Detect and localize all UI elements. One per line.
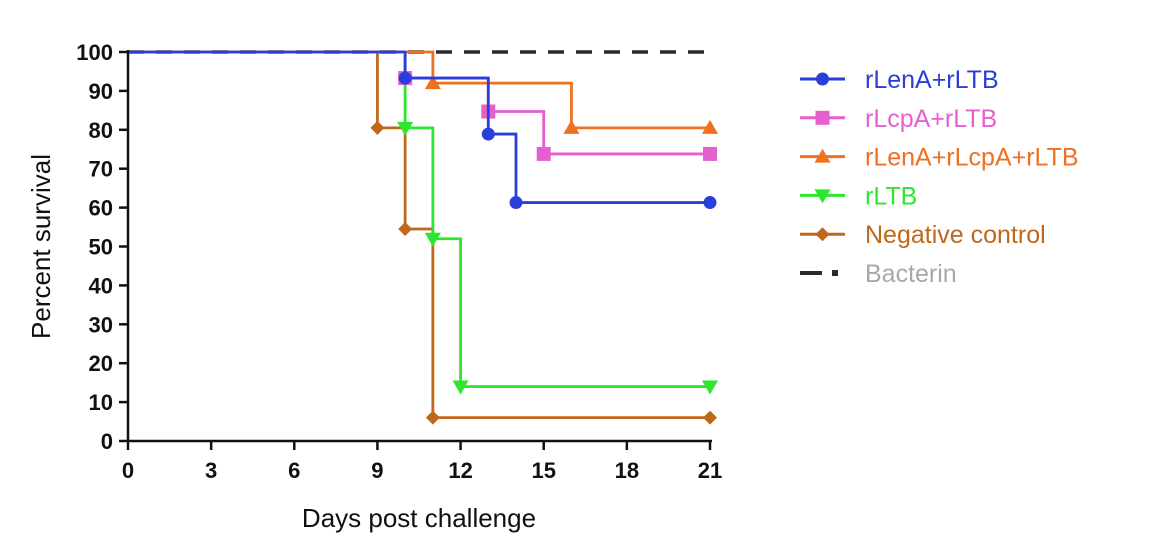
- legend: rLenA+rLTB rLcpA+rLTB rLenA+rLcpA+rLTB rLTB…: [800, 66, 1079, 288]
- legend-marker: [815, 110, 830, 125]
- marker-rltb: [397, 121, 414, 136]
- marker-rlcpa-rltb: [703, 146, 717, 161]
- legend-label: rLenA+rLcpA+rLTB: [865, 144, 1079, 172]
- x-tick-label: 18: [615, 458, 639, 483]
- y-tick-label: 20: [89, 351, 113, 376]
- x-tick-label: 3: [205, 458, 217, 483]
- x-axis-title: Days post challenge: [302, 503, 536, 533]
- marker-negative-control: [703, 410, 717, 425]
- legend-item-rlena-rltb: rLenA+rLTB: [800, 66, 999, 94]
- series-rlena-rltb: [128, 50, 717, 210]
- legend-label: rLenA+rLTB: [865, 66, 999, 94]
- marker-rlena-rltb: [703, 196, 717, 210]
- legend-marker: [816, 72, 829, 86]
- y-tick-label: 10: [89, 390, 113, 415]
- x-tick-label: 15: [531, 458, 555, 483]
- legend-item-rlena-rlcpa-rltb: rLenA+rLcpA+rLTB: [800, 144, 1079, 172]
- line-rlena-rltb: [128, 50, 710, 204]
- plot-series-group: [128, 50, 718, 425]
- legend-label: rLcpA+rLTB: [865, 105, 997, 133]
- x-tick-label: 9: [371, 458, 383, 483]
- y-tick-label: 40: [89, 273, 113, 298]
- legend-label: Negative control: [865, 221, 1046, 249]
- y-tick-label: 80: [89, 118, 113, 143]
- x-tick-label: 0: [122, 458, 134, 483]
- marker-negative-control: [370, 120, 385, 135]
- marker-rlena-rltb: [398, 71, 412, 85]
- legend-label: rLTB: [865, 182, 917, 210]
- legend-item-bacterin: Bacterin: [800, 260, 957, 288]
- marker-rlena-rltb: [509, 196, 523, 210]
- legend-marker: [814, 189, 831, 204]
- marker-rltb: [702, 380, 718, 395]
- marker-negative-control: [398, 221, 413, 236]
- line-rlena-rlcpa-rltb: [128, 50, 710, 130]
- x-tick-label: 21: [698, 458, 722, 483]
- y-tick-label: 70: [89, 157, 113, 182]
- marker-rlcpa-rltb: [536, 146, 551, 161]
- marker-rlena-rltb: [481, 127, 495, 141]
- axes-group: 0 10 20 30 40 50 60 70 80 90 100 0 3 6 9 12 15 18 21: [76, 40, 722, 483]
- series-negative-control: [128, 50, 717, 425]
- y-tick-label: 0: [101, 429, 113, 454]
- legend-item-rltb: rLTB: [800, 182, 917, 210]
- legend-label: Bacterin: [865, 260, 957, 288]
- line-negative-control: [128, 50, 710, 420]
- y-tick-label: 100: [76, 40, 113, 65]
- y-tick-label: 90: [89, 79, 113, 104]
- marker-rlena-rlcpa-rltb: [563, 119, 580, 134]
- line-rltb: [128, 50, 710, 388]
- line-rlcpa-rltb: [128, 50, 710, 156]
- x-tick-label: 12: [448, 458, 472, 483]
- y-tick-label: 60: [89, 196, 113, 221]
- series-rlcpa-rltb: [128, 50, 717, 161]
- legend-marker: [815, 227, 830, 242]
- marker-rlena-rlcpa-rltb: [702, 119, 718, 134]
- marker-negative-control: [425, 410, 440, 425]
- legend-item-rlcpa-rltb: rLcpA+rLTB: [800, 105, 997, 133]
- x-tick-label: 6: [288, 458, 300, 483]
- legend-item-negative-control: Negative control: [800, 221, 1046, 249]
- series-rltb: [128, 50, 718, 395]
- y-tick-label: 30: [89, 312, 113, 337]
- marker-rltb: [424, 232, 441, 247]
- legend-marker: [814, 148, 831, 163]
- marker-rltb: [452, 380, 469, 395]
- y-tick-label: 50: [89, 235, 113, 260]
- series-rlena-rlcpa-rltb: [128, 50, 718, 134]
- marker-rlena-rlcpa-rltb: [424, 75, 441, 90]
- y-axis-title: Percent survival: [26, 154, 56, 339]
- legend-swatch: [832, 270, 838, 276]
